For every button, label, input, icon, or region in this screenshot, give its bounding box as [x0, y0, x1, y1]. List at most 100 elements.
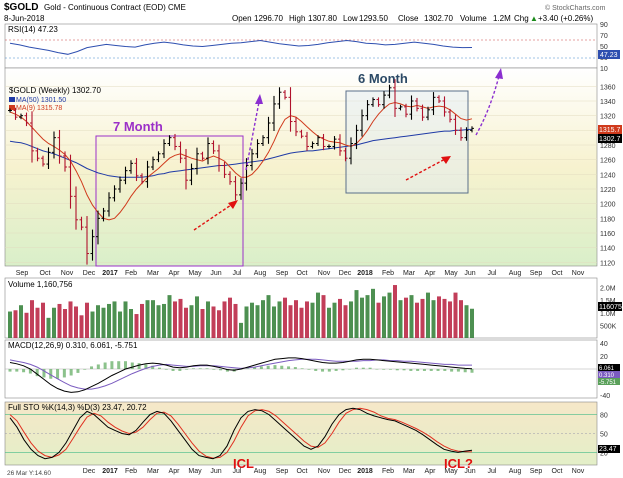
close-price-label: 1302.7: [599, 136, 621, 143]
chg-label: Chg: [514, 14, 529, 23]
price-bar: [145, 160, 150, 188]
rsi-current-badge: [598, 50, 620, 59]
volume-bar: [79, 315, 84, 338]
macd-hist-bar: [28, 369, 32, 374]
volume-bar: [420, 298, 425, 338]
price-bar: [277, 87, 282, 109]
macd-hist-bar: [382, 369, 386, 370]
price-x-label: Nov: [61, 270, 74, 277]
macd-hist-bar: [314, 369, 318, 371]
chg-up-arrow: ▲: [530, 14, 538, 23]
price-x-label: Jun: [464, 270, 475, 277]
price-bar: [354, 124, 359, 150]
macd-hist-bar: [402, 369, 406, 371]
volume-bar: [63, 309, 67, 338]
volume-bar: [261, 300, 265, 338]
volume-bar: [107, 303, 111, 338]
macd-hist-bar: [334, 369, 338, 371]
macd-tick-label: 20: [600, 354, 608, 361]
volume-bar: [470, 308, 474, 338]
price-bar: [41, 155, 45, 167]
price-x-label: Dec: [339, 270, 352, 277]
price-tick-label: 1260: [600, 158, 616, 165]
volume-bar: [354, 290, 359, 338]
volume-bar: [217, 310, 221, 338]
bottom-x-label: Mar: [147, 468, 160, 475]
volume-bar: [46, 317, 51, 338]
macd-hist-bar: [456, 369, 460, 372]
volume-bar: [415, 302, 419, 338]
volume-bar: [431, 300, 436, 338]
macd-hist-bar: [225, 369, 229, 372]
price-bar: [85, 216, 89, 265]
macd-hist-bar: [117, 361, 121, 369]
bottom-x-label: Feb: [382, 468, 394, 475]
price-bar: [184, 148, 188, 190]
bottom-x-label: Jul: [488, 468, 497, 475]
price-bar: [415, 97, 419, 112]
price-bar: [332, 136, 337, 150]
volume-bar: [349, 301, 353, 338]
macd-hist-bar: [416, 369, 420, 371]
close-value: 1302.70: [424, 14, 453, 23]
bottom-x-label: Aug: [254, 468, 267, 475]
macd-hist-bar: [273, 365, 277, 369]
macd-hist-bar: [368, 367, 372, 369]
rsi-title: RSI(14) 47.23: [8, 25, 58, 34]
price-bar: [437, 95, 441, 104]
volume-bar: [294, 300, 298, 338]
volume-bar: [118, 311, 122, 338]
volume-value: 1.2M: [493, 14, 511, 23]
exchange-label: CME: [168, 3, 186, 12]
price-bar: [409, 95, 414, 120]
high-value: 1307.80: [308, 14, 337, 23]
volume-bar: [448, 301, 452, 338]
bottom-x-label: Aug: [509, 468, 522, 475]
price-x-label: Sep: [276, 270, 289, 277]
volume-bar: [206, 301, 210, 338]
volume-bar: [134, 314, 139, 338]
price-x-label: Sep: [530, 270, 543, 277]
volume-bar: [211, 306, 216, 338]
price-x-label: Nov: [572, 270, 585, 277]
macd-hist-bar: [341, 369, 345, 371]
price-bar: [57, 129, 62, 164]
sto-current-badge: [598, 445, 620, 453]
ohlc-readout: Open 1296.70 High 1307.80 Low 1293.50 Cl…: [232, 14, 593, 23]
volume-title: Volume 1,160,756: [8, 280, 73, 289]
macd-hist-bar: [178, 369, 182, 371]
open-value: 1296.70: [254, 14, 283, 23]
volume-current-label: 1160756: [599, 304, 623, 311]
price-tick-label: 1120: [600, 260, 615, 267]
price-bar: [250, 148, 254, 171]
purple-arrow-2017: [245, 94, 263, 171]
macd-hist-bar: [130, 362, 134, 369]
macd-hist-bar: [429, 369, 433, 371]
price-tick-label: 1320: [600, 114, 616, 121]
volume-bar: [13, 310, 18, 338]
volume-bar: [96, 305, 100, 338]
macd-hist-bar: [49, 369, 53, 379]
price-bar: [360, 109, 364, 137]
price-bar: [426, 106, 430, 121]
macd-hist-bar: [259, 366, 263, 369]
low-value: 1293.50: [359, 14, 388, 23]
price-bar: [376, 97, 381, 107]
macd-current-1: 6.061: [599, 366, 615, 372]
bottom-x-label: Sep: [530, 468, 543, 475]
price-bar: [178, 141, 183, 164]
volume-bar: [255, 305, 260, 338]
macd-hist-bar: [137, 363, 141, 369]
price-bar: [123, 166, 128, 185]
macd-hist-bar: [450, 369, 454, 372]
price-x-label: Sep: [16, 270, 29, 277]
macd-badge-2: [598, 371, 620, 378]
volume-bar: [30, 300, 34, 338]
price-bar: [464, 127, 469, 141]
macd-hist-bar: [348, 369, 352, 370]
volume-bar: [382, 296, 386, 338]
macd-hist-bar: [205, 368, 209, 369]
price-bar: [387, 84, 392, 99]
macd-hist-bar: [151, 365, 155, 369]
